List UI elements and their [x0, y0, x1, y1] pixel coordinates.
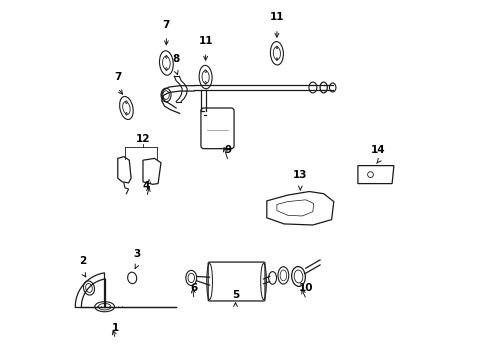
Text: 11: 11 [198, 36, 212, 46]
Text: 4: 4 [142, 181, 150, 191]
Text: 3: 3 [133, 249, 140, 259]
Text: 6: 6 [190, 283, 197, 293]
Text: 1: 1 [112, 323, 119, 333]
Text: 7: 7 [163, 19, 170, 30]
Text: 8: 8 [172, 54, 180, 64]
Text: 10: 10 [299, 283, 313, 293]
Text: 7: 7 [114, 72, 121, 82]
Text: 9: 9 [224, 145, 231, 155]
Text: 5: 5 [231, 290, 239, 300]
Text: 13: 13 [292, 170, 307, 180]
Text: 12: 12 [136, 134, 150, 144]
Text: 11: 11 [269, 12, 284, 22]
Text: 14: 14 [370, 145, 385, 155]
Text: 2: 2 [80, 256, 87, 266]
